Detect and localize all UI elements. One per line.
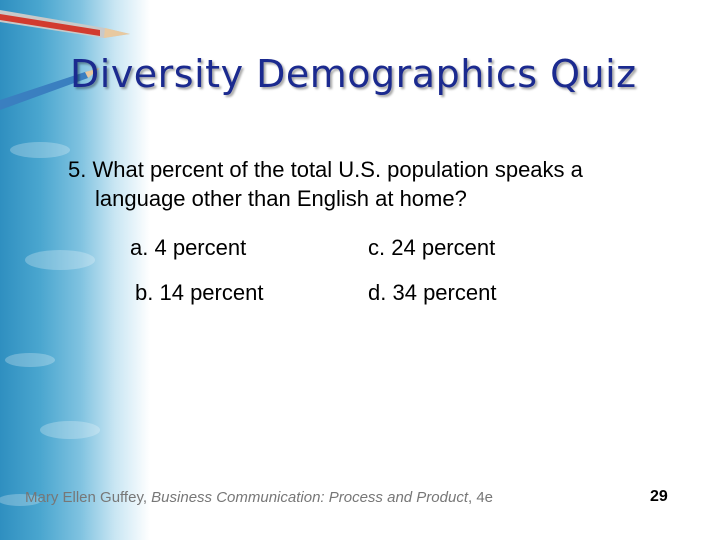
question-number: 5. [68, 157, 87, 182]
option: c. 24 percent [368, 235, 495, 261]
question-text: What percent of the total U.S. populatio… [92, 157, 583, 182]
option-text: 34 percent [392, 280, 497, 305]
option-letter: d. [368, 280, 387, 305]
option-text: 4 percent [154, 235, 247, 260]
option-letter: a. [130, 235, 149, 260]
slide-title: Diversity Demographics Quiz [70, 52, 637, 96]
option-letter: b. [135, 280, 154, 305]
footer: Mary Ellen Guffey, Business Communicatio… [25, 489, 493, 506]
question-line: 5. What percent of the total U.S. popula… [68, 157, 583, 183]
footer-author: Mary Ellen Guffey, [25, 489, 147, 506]
background-art [0, 10, 130, 506]
option-text: 14 percent [159, 280, 264, 305]
option-text: 24 percent [391, 235, 496, 260]
option: b. 14 percent [135, 280, 263, 306]
footer-edition: , 4e [468, 489, 494, 506]
question-text: language other than English at home? [95, 186, 467, 211]
page-number: 29 [650, 488, 668, 505]
footer-book: Business Communication: Process and Prod… [151, 489, 468, 506]
option-letter: c. [368, 235, 386, 260]
option: a. 4 percent [130, 235, 246, 261]
option: d. 34 percent [368, 280, 496, 306]
